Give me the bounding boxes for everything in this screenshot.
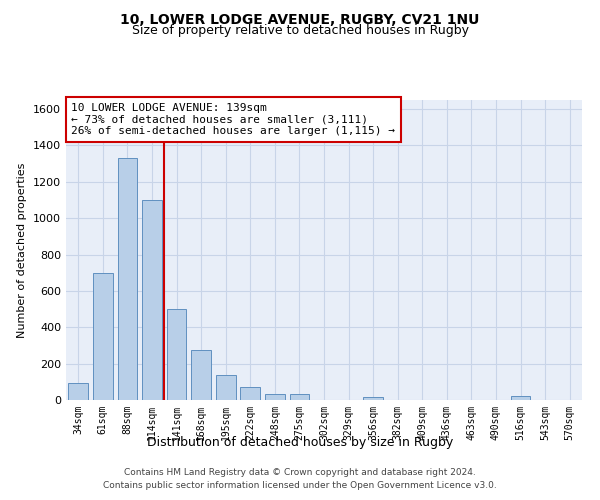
Bar	[93, 272, 113, 400]
Bar	[364, 398, 383, 400]
Text: 10, LOWER LODGE AVENUE, RUGBY, CV21 1NU: 10, LOWER LODGE AVENUE, RUGBY, CV21 1NU	[121, 12, 479, 26]
Text: 10 LOWER LODGE AVENUE: 139sqm
← 73% of detached houses are smaller (3,111)
26% o: 10 LOWER LODGE AVENUE: 139sqm ← 73% of d…	[71, 103, 395, 136]
Bar	[216, 376, 236, 400]
Text: Contains public sector information licensed under the Open Government Licence v3: Contains public sector information licen…	[103, 480, 497, 490]
Bar	[68, 382, 88, 400]
Bar	[265, 394, 284, 400]
Bar	[241, 388, 260, 400]
Y-axis label: Number of detached properties: Number of detached properties	[17, 162, 28, 338]
Bar	[191, 350, 211, 400]
Bar	[118, 158, 137, 400]
Bar	[511, 396, 530, 400]
Bar	[142, 200, 162, 400]
Text: Size of property relative to detached houses in Rugby: Size of property relative to detached ho…	[131, 24, 469, 37]
Text: Contains HM Land Registry data © Crown copyright and database right 2024.: Contains HM Land Registry data © Crown c…	[124, 468, 476, 477]
Text: Distribution of detached houses by size in Rugby: Distribution of detached houses by size …	[147, 436, 453, 449]
Bar	[290, 394, 309, 400]
Bar	[167, 309, 187, 400]
